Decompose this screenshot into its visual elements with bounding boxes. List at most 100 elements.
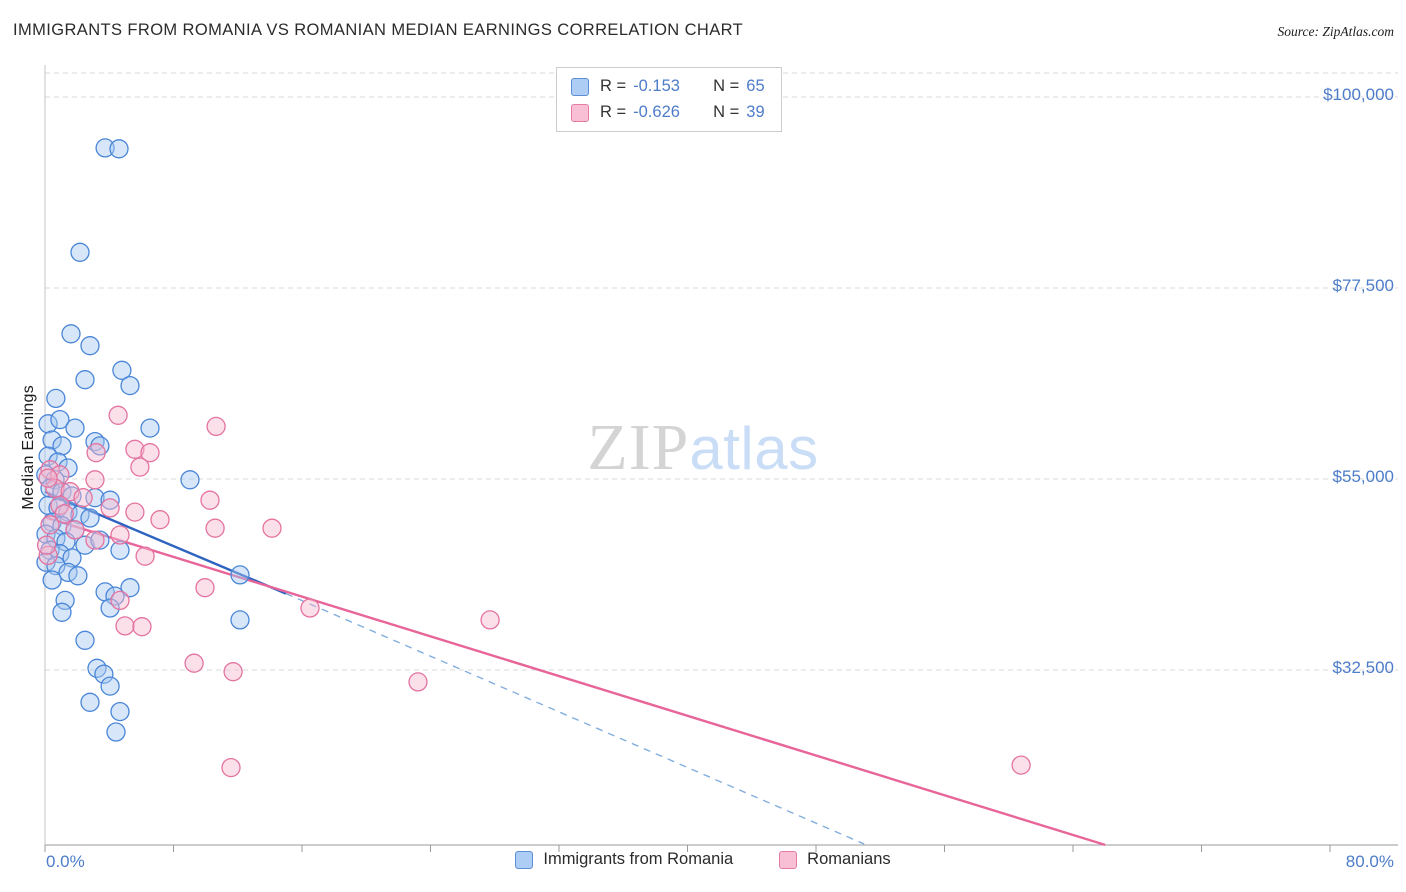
source-link[interactable]: Source: ZipAtlas.com: [1277, 24, 1394, 39]
n-value-blue: 65: [746, 77, 765, 95]
point-romanians: [300, 598, 320, 618]
r-label: R =: [600, 77, 627, 95]
point-romanians: [223, 662, 243, 682]
point-immigrants-from-romania: [55, 590, 75, 611]
point-immigrants-from-romania: [70, 242, 90, 262]
r-value-blue: -0.153: [633, 77, 680, 95]
n-value-pink: 39: [746, 103, 765, 121]
point-immigrants-from-romania: [75, 370, 95, 390]
point-romanians: [40, 515, 60, 535]
point-romanians: [125, 502, 145, 522]
point-immigrants-from-romania: [65, 418, 85, 438]
legend-item-romania-immigrants: Immigrants from Romania: [515, 850, 733, 869]
point-immigrants-from-romania: [52, 436, 72, 456]
legend-label-blue: Immigrants from Romania: [543, 850, 734, 868]
point-immigrants-from-romania: [140, 418, 160, 438]
point-romanians: [54, 504, 74, 524]
x-axis-max-label: 80.0%: [1345, 852, 1394, 871]
point-immigrants-from-romania: [95, 138, 115, 158]
y-axis-title: Median Earnings: [20, 385, 37, 510]
point-immigrants-from-romania: [50, 409, 70, 430]
point-romanians: [73, 488, 93, 508]
point-immigrants-from-romania: [230, 610, 250, 630]
point-romanians: [115, 616, 135, 636]
point-immigrants-from-romania: [94, 664, 114, 684]
point-romanians: [206, 416, 226, 437]
point-romanians: [38, 545, 58, 566]
point-romanians: [65, 520, 85, 540]
stats-row-romania-immigrants: R = -0.153 N = 65: [571, 77, 765, 96]
point-immigrants-from-romania: [52, 602, 72, 622]
point-romanians: [86, 443, 106, 463]
y-axis-tick-label: $77,500: [1332, 276, 1394, 295]
y-axis-tick-label: $100,000: [1323, 85, 1394, 104]
pink-series-swatch: [571, 103, 589, 122]
point-romanians: [135, 546, 155, 566]
chart-title: IMMIGRANTS FROM ROMANIA VS ROMANIAN MEDI…: [13, 21, 744, 39]
legend-label-pink: Romanians: [807, 850, 891, 868]
point-romanians: [130, 457, 150, 477]
point-immigrants-from-romania: [42, 570, 62, 590]
point-immigrants-from-romania: [80, 508, 100, 528]
point-immigrants-from-romania: [230, 565, 250, 585]
point-immigrants-from-romania: [110, 540, 130, 560]
blue-legend-swatch: [515, 850, 534, 869]
legend-item-romanians: Romanians: [779, 850, 891, 869]
point-romanians: [125, 439, 145, 459]
x-axis-min-label: 0.0%: [46, 852, 85, 871]
pink-legend-swatch: [779, 850, 798, 869]
point-immigrants-from-romania: [100, 598, 120, 618]
point-immigrants-from-romania: [61, 324, 81, 344]
romanians-trend: [44, 516, 1106, 847]
romania-trend-solid: [44, 490, 287, 595]
blue-series-swatch: [571, 77, 589, 96]
point-romanians: [480, 610, 500, 630]
point-romanians: [110, 525, 130, 545]
point-romanians: [221, 757, 241, 778]
point-romanians: [85, 470, 105, 490]
point-immigrants-from-romania: [180, 470, 200, 490]
point-romanians: [140, 443, 160, 463]
n-label: N =: [713, 77, 740, 95]
r-value-pink: -0.626: [633, 103, 680, 121]
n-label: N =: [713, 103, 740, 121]
point-immigrants-from-romania: [42, 430, 62, 450]
point-immigrants-from-romania: [110, 701, 130, 722]
point-romanians: [205, 518, 225, 538]
point-immigrants-from-romania: [36, 524, 56, 544]
point-immigrants-from-romania: [120, 578, 140, 598]
point-immigrants-from-romania: [109, 139, 129, 159]
point-romanians: [408, 672, 428, 692]
point-immigrants-from-romania: [106, 722, 126, 742]
point-romanians: [36, 535, 57, 555]
point-romanians: [110, 590, 130, 611]
y-axis-tick-label: $32,500: [1332, 658, 1394, 677]
point-immigrants-from-romania: [112, 360, 132, 380]
romania-trend-extension: [285, 592, 865, 845]
stats-row-romanians: R = -0.626 N = 39: [571, 103, 765, 122]
point-immigrants-from-romania: [120, 375, 140, 396]
point-romanians: [184, 653, 204, 673]
point-romanians: [1011, 755, 1031, 775]
point-romanians: [200, 490, 220, 510]
point-immigrants-from-romania: [80, 692, 100, 712]
correlation-stats-box: R = -0.153 N = 65 R = -0.626 N = 39: [556, 67, 782, 132]
y-axis-tick-label: $55,000: [1332, 467, 1394, 486]
point-immigrants-from-romania: [38, 414, 58, 434]
point-romanians: [108, 405, 128, 425]
point-romanians: [38, 468, 58, 488]
point-immigrants-from-romania: [75, 630, 95, 650]
point-immigrants-from-romania: [75, 535, 95, 555]
point-immigrants-from-romania: [62, 548, 82, 568]
point-immigrants-from-romania: [100, 676, 120, 696]
point-romanians: [150, 510, 170, 530]
point-immigrants-from-romania: [46, 388, 66, 409]
point-immigrants-from-romania: [68, 566, 88, 586]
point-romanians: [195, 578, 215, 598]
point-immigrants-from-romania: [80, 336, 100, 356]
point-immigrants-from-romania: [90, 530, 110, 550]
point-romanians: [132, 617, 152, 637]
point-romanians: [85, 530, 105, 550]
